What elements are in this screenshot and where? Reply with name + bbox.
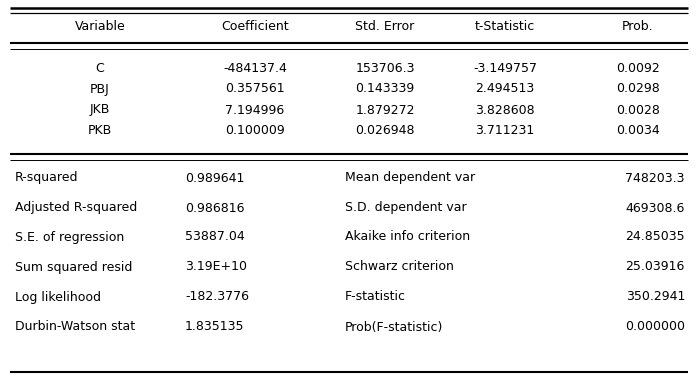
Text: 25.03916: 25.03916 [625, 260, 685, 274]
Text: Durbin-Watson stat: Durbin-Watson stat [15, 321, 135, 333]
Text: t-Statistic: t-Statistic [475, 20, 535, 34]
Text: C: C [96, 62, 105, 74]
Text: S.D. dependent var: S.D. dependent var [345, 201, 467, 214]
Text: 24.85035: 24.85035 [625, 231, 685, 243]
Text: Adjusted R-squared: Adjusted R-squared [15, 201, 138, 214]
Text: 0.026948: 0.026948 [355, 124, 415, 138]
Text: JKB: JKB [90, 104, 110, 116]
Text: 7.194996: 7.194996 [225, 104, 285, 116]
Text: 0.000000: 0.000000 [625, 321, 685, 333]
Text: Prob.: Prob. [622, 20, 654, 34]
Text: 3.19E+10: 3.19E+10 [185, 260, 247, 274]
Text: 0.0298: 0.0298 [616, 82, 660, 96]
Text: -484137.4: -484137.4 [223, 62, 287, 74]
Text: 0.357561: 0.357561 [225, 82, 285, 96]
Text: PKB: PKB [88, 124, 112, 138]
Text: 53887.04: 53887.04 [185, 231, 245, 243]
Text: 0.0028: 0.0028 [616, 104, 660, 116]
Text: 2.494513: 2.494513 [475, 82, 535, 96]
Text: 0.0034: 0.0034 [616, 124, 660, 138]
Text: 0.0092: 0.0092 [616, 62, 660, 74]
Text: F-statistic: F-statistic [345, 291, 406, 304]
Text: 0.986816: 0.986816 [185, 201, 244, 214]
Text: 1.835135: 1.835135 [185, 321, 244, 333]
Text: 3.711231: 3.711231 [475, 124, 535, 138]
Text: Mean dependent var: Mean dependent var [345, 172, 475, 184]
Text: 3.828608: 3.828608 [475, 104, 535, 116]
Text: 0.143339: 0.143339 [355, 82, 415, 96]
Text: R-squared: R-squared [15, 172, 78, 184]
Text: 153706.3: 153706.3 [355, 62, 415, 74]
Text: 748203.3: 748203.3 [625, 172, 685, 184]
Text: Variable: Variable [75, 20, 126, 34]
Text: 350.2941: 350.2941 [625, 291, 685, 304]
Text: Schwarz criterion: Schwarz criterion [345, 260, 454, 274]
Text: -3.149757: -3.149757 [473, 62, 537, 74]
Text: Sum squared resid: Sum squared resid [15, 260, 133, 274]
Text: Std. Error: Std. Error [355, 20, 415, 34]
Text: -182.3776: -182.3776 [185, 291, 249, 304]
Text: Prob(F-statistic): Prob(F-statistic) [345, 321, 443, 333]
Text: Log likelihood: Log likelihood [15, 291, 101, 304]
Text: 0.989641: 0.989641 [185, 172, 244, 184]
Text: PBJ: PBJ [90, 82, 110, 96]
Text: Coefficient: Coefficient [221, 20, 289, 34]
Text: 1.879272: 1.879272 [355, 104, 415, 116]
Text: S.E. of regression: S.E. of regression [15, 231, 124, 243]
Text: 0.100009: 0.100009 [225, 124, 285, 138]
Text: Akaike info criterion: Akaike info criterion [345, 231, 470, 243]
Text: 469308.6: 469308.6 [625, 201, 685, 214]
